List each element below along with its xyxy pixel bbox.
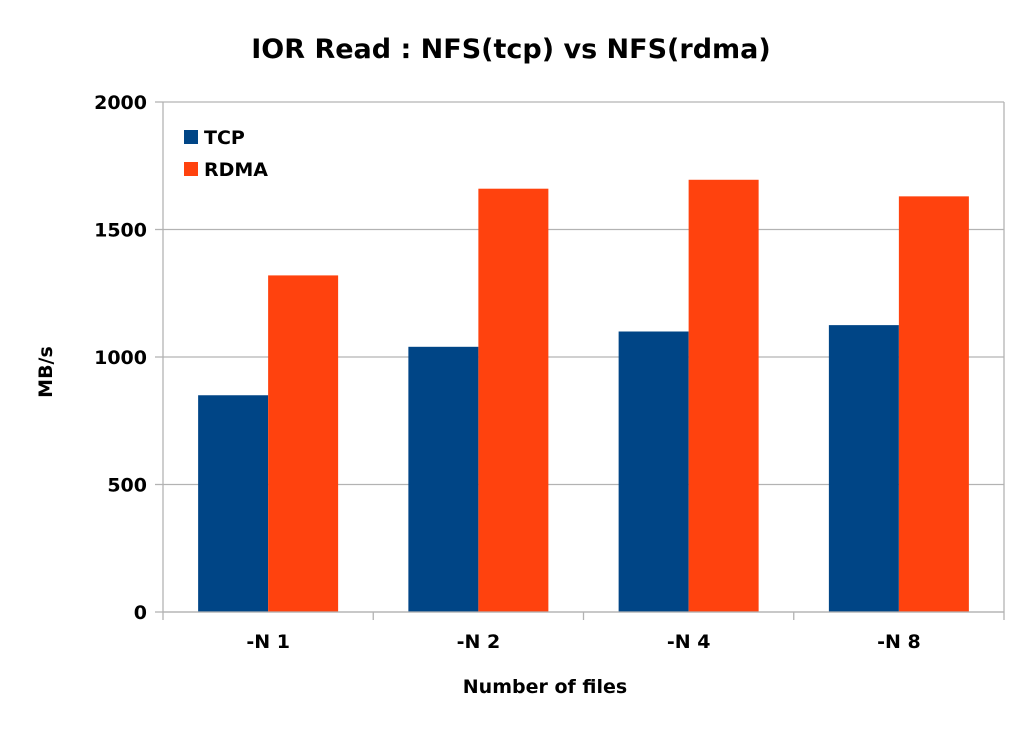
bar-tcp-3 <box>618 331 689 612</box>
x-tick-label: -N 8 <box>877 631 921 653</box>
y-tick-label: 2000 <box>94 92 147 114</box>
bar-tcp-2 <box>408 346 479 612</box>
bars <box>198 179 969 612</box>
bar-rdma-2 <box>478 188 549 612</box>
legend-label-tcp: TCP <box>204 127 245 149</box>
legend-swatch-tcp <box>184 130 198 144</box>
legend: TCP RDMA <box>184 127 268 181</box>
legend-label-rdma: RDMA <box>204 159 268 181</box>
x-tick-label: -N 4 <box>667 631 711 653</box>
bar-rdma-4 <box>898 196 969 612</box>
x-tick-label: -N 1 <box>246 631 290 653</box>
x-tick-label: -N 2 <box>457 631 501 653</box>
bar-rdma-1 <box>268 275 339 612</box>
y-tick-label: 1500 <box>94 220 147 242</box>
chart-title: IOR Read : NFS(tcp) vs NFS(rdma) <box>251 34 770 65</box>
y-tick-label: 0 <box>134 602 147 624</box>
legend-swatch-rdma <box>184 162 198 176</box>
bar-tcp-4 <box>828 325 899 612</box>
y-axis-title: MB/s <box>35 346 57 398</box>
y-tick-label: 500 <box>107 475 147 497</box>
x-axis-title: Number of files <box>463 676 627 698</box>
bar-rdma-3 <box>688 179 759 612</box>
axes: 0 500 1000 1500 2000 -N 1 -N 2 -N 4 -N 8 <box>94 92 1005 653</box>
bar-tcp-1 <box>198 395 269 612</box>
y-tick-label: 1000 <box>94 347 147 369</box>
